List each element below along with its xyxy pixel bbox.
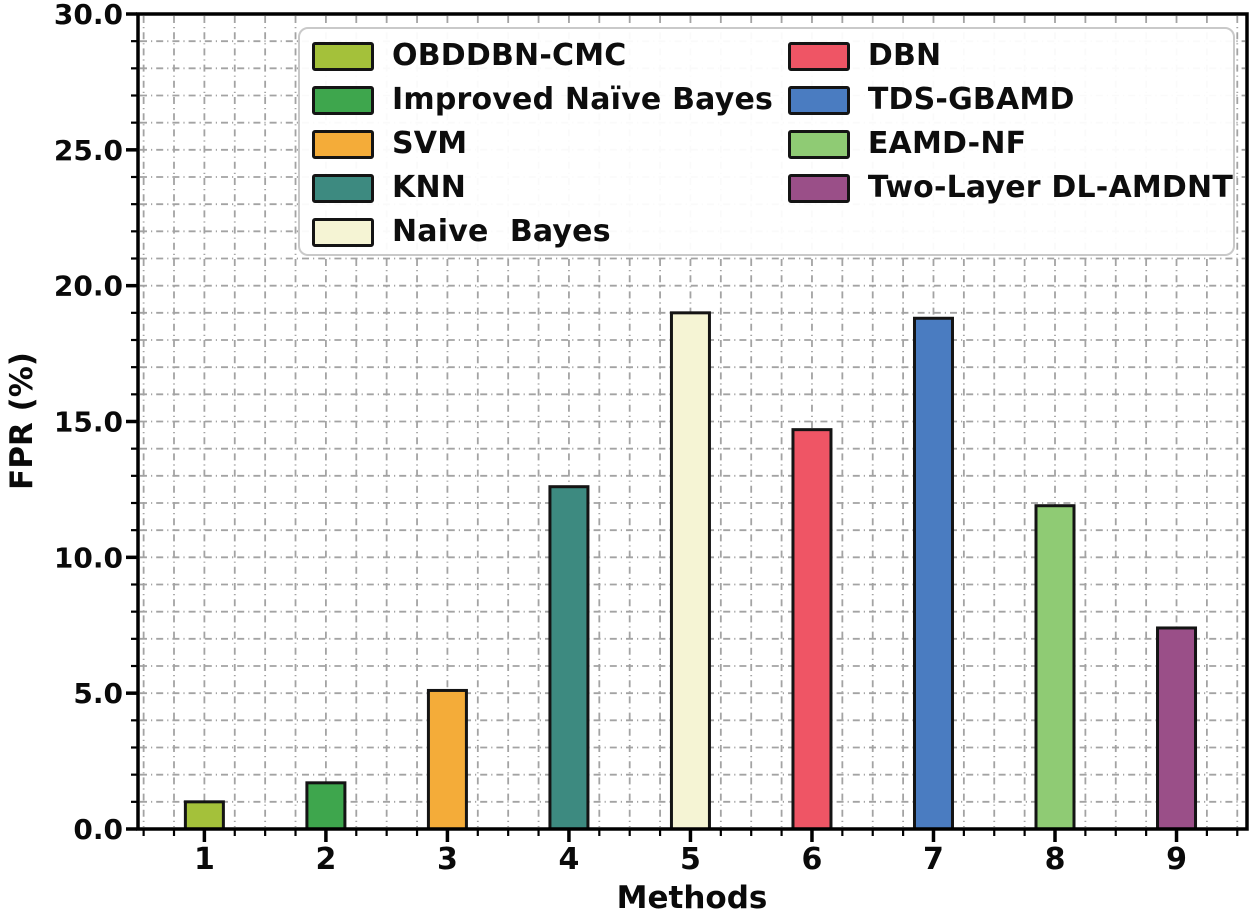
bar-tds-gbamd [912, 316, 954, 831]
legend-item: Two-Layer DL-AMDNT [787, 166, 1233, 210]
legend-item: EAMD-NF [787, 122, 1233, 166]
bar-dbn [791, 428, 833, 831]
legend-label: Two-Layer DL-AMDNT [867, 170, 1233, 205]
legend-label: EAMD-NF [867, 126, 1027, 161]
x-tick-label: 8 [1045, 842, 1066, 877]
x-tick-label: 2 [315, 842, 336, 877]
y-tick-label: 0.0 [73, 813, 123, 846]
y-axis-title: FPR (%) [4, 352, 40, 490]
x-tick-label: 5 [680, 842, 701, 877]
x-tick-label: 7 [923, 842, 944, 877]
axis-tick-labels: 0.0 5.0 10.0 15.0 20.0 25.0 30.0 1 2 3 4 5 6 7 8 9 [54, 0, 1187, 877]
x-tick-label: 3 [437, 842, 458, 877]
legend-label: Naive Bayes [392, 214, 611, 249]
legend-column-right: DBN TDS-GBAMD EAMD-NF Two-Layer DL-AMDNT [787, 34, 1233, 254]
bar-two-layer-dl-amdnt [1156, 626, 1198, 831]
x-tick-label: 6 [802, 842, 823, 877]
legend-swatch [787, 41, 850, 71]
legend-label: DBN [867, 38, 942, 73]
bars [183, 311, 1198, 831]
x-tick-label: 4 [558, 842, 579, 877]
bar-obddbn-cmc [183, 800, 225, 831]
legend-swatch [787, 129, 850, 159]
chart-legend: OBDDBN-CMC Improved Naïve Bayes SVM KNN Naiv… [298, 27, 1235, 256]
y-tick-label: 30.0 [54, 0, 123, 31]
plot-frame [136, 12, 1249, 831]
legend-label: KNN [392, 170, 467, 205]
legend-label: OBDDBN-CMC [392, 38, 627, 73]
y-tick-label: 20.0 [54, 270, 123, 303]
legend-swatch [312, 217, 374, 247]
y-tick-label: 15.0 [54, 406, 123, 439]
legend-swatch [312, 85, 374, 115]
bar-svm [426, 688, 468, 831]
legend-swatch [312, 129, 374, 159]
axis-ticks [126, 12, 1239, 842]
legend-swatch [312, 173, 374, 203]
legend-swatch [312, 41, 374, 71]
legend-item: Improved Naïve Bayes [312, 78, 788, 122]
legend-item: Naive Bayes [312, 210, 788, 254]
legend-label: SVM [392, 126, 468, 161]
bar-eamd-nf [1034, 504, 1076, 831]
y-tick-label: 5.0 [73, 677, 123, 710]
legend-item: DBN [787, 34, 1233, 78]
bar-naive-bayes [669, 311, 711, 831]
legend-label: TDS-GBAMD [867, 82, 1075, 117]
legend-column-left: OBDDBN-CMC Improved Naïve Bayes SVM KNN Naiv… [312, 34, 788, 254]
legend-item: TDS-GBAMD [787, 78, 1233, 122]
y-tick-label: 25.0 [54, 134, 123, 167]
legend-item: SVM [312, 122, 788, 166]
legend-swatch [787, 85, 850, 115]
legend-item: KNN [312, 166, 788, 210]
bar-knn [548, 485, 590, 831]
bar-improved-naïve-bayes [305, 781, 347, 831]
legend-item: OBDDBN-CMC [312, 34, 788, 78]
x-tick-label: 1 [194, 842, 215, 877]
legend-label: Improved Naïve Bayes [392, 82, 774, 117]
legend-swatch [787, 173, 850, 203]
x-tick-label: 9 [1166, 842, 1187, 877]
y-tick-label: 10.0 [54, 541, 123, 574]
x-axis-title: Methods [617, 880, 768, 916]
